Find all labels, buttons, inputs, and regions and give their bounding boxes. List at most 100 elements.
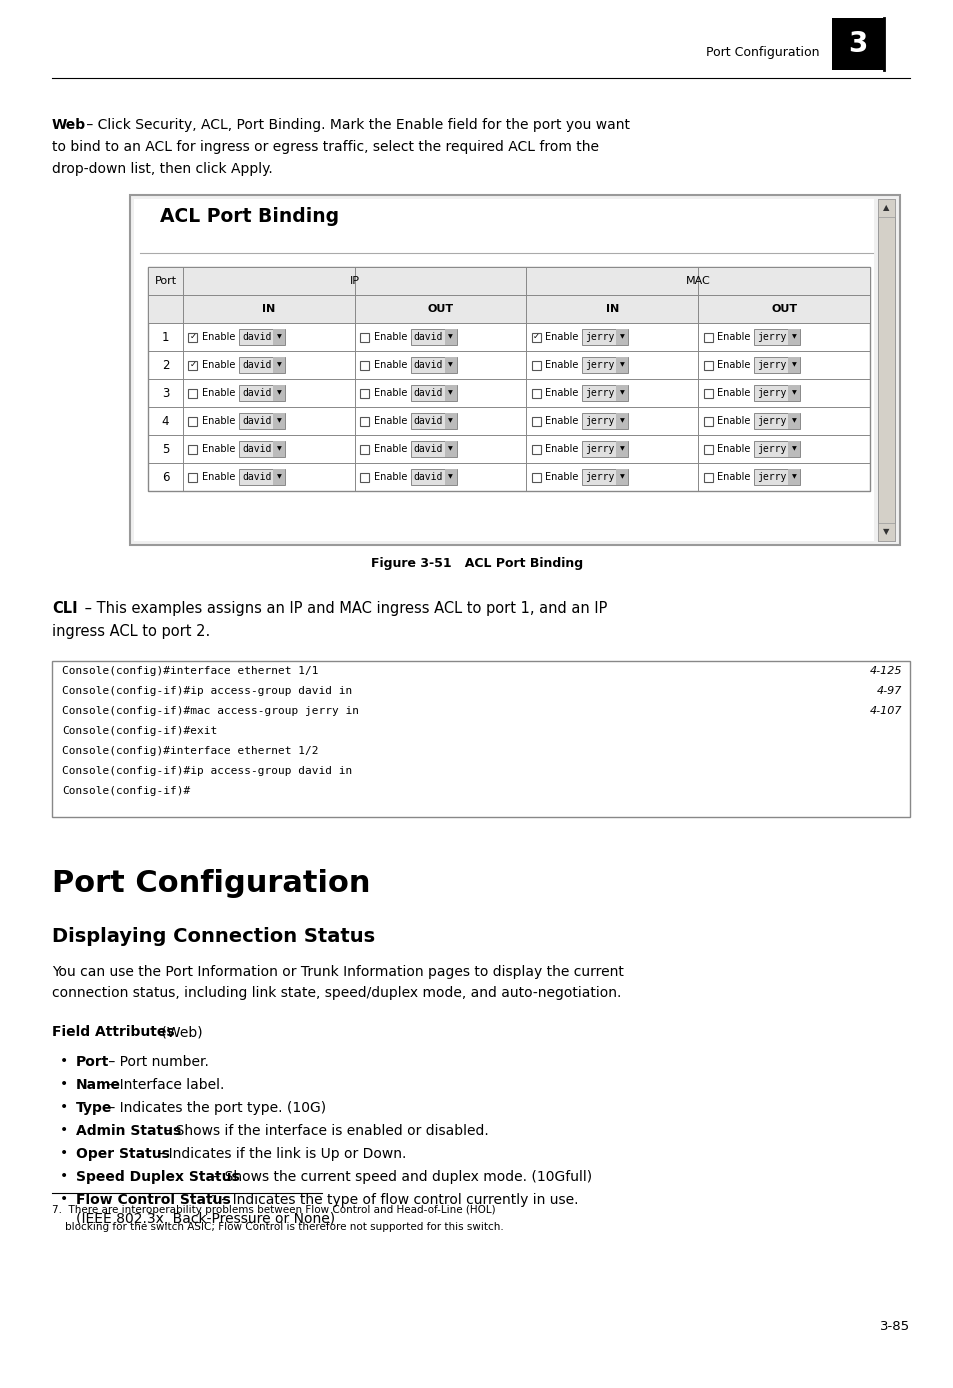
FancyBboxPatch shape xyxy=(360,444,369,454)
FancyBboxPatch shape xyxy=(787,469,800,484)
Text: ▼: ▼ xyxy=(448,447,453,451)
Text: – Shows if the interface is enabled or disabled.: – Shows if the interface is enabled or d… xyxy=(160,1124,488,1138)
Text: 2: 2 xyxy=(162,358,169,372)
FancyBboxPatch shape xyxy=(273,441,285,457)
Text: Enable: Enable xyxy=(545,389,578,398)
FancyBboxPatch shape xyxy=(877,198,894,217)
Text: 1: 1 xyxy=(162,330,169,343)
Text: david: david xyxy=(414,416,442,426)
Text: – Port number.: – Port number. xyxy=(104,1055,209,1069)
FancyBboxPatch shape xyxy=(616,441,628,457)
Text: ▼: ▼ xyxy=(276,447,281,451)
FancyBboxPatch shape xyxy=(582,469,628,484)
Text: jerry: jerry xyxy=(757,359,786,371)
Text: Port Configuration: Port Configuration xyxy=(706,46,820,58)
Text: You can use the Port Information or Trunk Information pages to display the curre: You can use the Port Information or Trun… xyxy=(52,965,623,979)
Text: OUT: OUT xyxy=(427,304,454,314)
Text: jerry: jerry xyxy=(585,416,615,426)
Text: jerry: jerry xyxy=(757,332,786,341)
FancyBboxPatch shape xyxy=(360,389,369,397)
FancyBboxPatch shape xyxy=(52,661,909,818)
FancyBboxPatch shape xyxy=(411,414,456,429)
FancyBboxPatch shape xyxy=(532,361,540,369)
Text: – Indicates the type of flow control currently in use.: – Indicates the type of flow control cur… xyxy=(216,1194,578,1208)
FancyBboxPatch shape xyxy=(148,296,869,323)
FancyBboxPatch shape xyxy=(616,469,628,484)
FancyBboxPatch shape xyxy=(787,329,800,346)
Text: •: • xyxy=(60,1123,68,1137)
Text: •: • xyxy=(60,1101,68,1115)
Text: Enable: Enable xyxy=(202,472,235,482)
FancyBboxPatch shape xyxy=(411,329,456,346)
FancyBboxPatch shape xyxy=(444,384,456,401)
FancyBboxPatch shape xyxy=(239,357,285,373)
Text: •: • xyxy=(60,1146,68,1160)
FancyBboxPatch shape xyxy=(411,469,456,484)
Text: – Indicates if the link is Up or Down.: – Indicates if the link is Up or Down. xyxy=(152,1146,406,1160)
FancyBboxPatch shape xyxy=(582,357,628,373)
FancyBboxPatch shape xyxy=(360,361,369,369)
FancyBboxPatch shape xyxy=(754,414,800,429)
FancyBboxPatch shape xyxy=(616,384,628,401)
Text: •: • xyxy=(60,1192,68,1206)
Text: Console(config-if)#exit: Console(config-if)#exit xyxy=(62,726,217,736)
Text: jerry: jerry xyxy=(585,389,615,398)
FancyBboxPatch shape xyxy=(703,444,712,454)
Text: Console(config)#interface ethernet 1/1: Console(config)#interface ethernet 1/1 xyxy=(62,666,318,676)
Text: jerry: jerry xyxy=(757,472,786,482)
Text: david: david xyxy=(414,389,442,398)
Text: 5: 5 xyxy=(162,443,169,455)
Text: Admin Status: Admin Status xyxy=(76,1124,181,1138)
Text: ingress ACL to port 2.: ingress ACL to port 2. xyxy=(52,625,210,638)
Text: Enable: Enable xyxy=(717,472,750,482)
Text: Enable: Enable xyxy=(202,359,235,371)
Text: 4-97: 4-97 xyxy=(876,686,901,695)
FancyBboxPatch shape xyxy=(616,414,628,429)
FancyBboxPatch shape xyxy=(703,389,712,397)
FancyBboxPatch shape xyxy=(273,414,285,429)
Text: Enable: Enable xyxy=(202,332,235,341)
FancyBboxPatch shape xyxy=(444,329,456,346)
Text: jerry: jerry xyxy=(757,416,786,426)
Text: ▼: ▼ xyxy=(276,362,281,368)
FancyBboxPatch shape xyxy=(130,194,899,545)
FancyBboxPatch shape xyxy=(273,357,285,373)
FancyBboxPatch shape xyxy=(582,329,628,346)
Text: Enable: Enable xyxy=(374,359,407,371)
FancyBboxPatch shape xyxy=(133,198,873,541)
Text: david: david xyxy=(242,416,271,426)
Text: david: david xyxy=(242,332,271,341)
Text: ▼: ▼ xyxy=(448,362,453,368)
FancyBboxPatch shape xyxy=(411,357,456,373)
FancyBboxPatch shape xyxy=(239,414,285,429)
FancyBboxPatch shape xyxy=(444,414,456,429)
FancyBboxPatch shape xyxy=(444,469,456,484)
FancyBboxPatch shape xyxy=(273,384,285,401)
Text: Displaying Connection Status: Displaying Connection Status xyxy=(52,927,375,947)
Text: Enable: Enable xyxy=(717,359,750,371)
Text: ▼: ▼ xyxy=(276,390,281,396)
FancyBboxPatch shape xyxy=(877,198,894,541)
FancyBboxPatch shape xyxy=(616,357,628,373)
Text: Enable: Enable xyxy=(202,416,235,426)
FancyBboxPatch shape xyxy=(239,469,285,484)
Text: jerry: jerry xyxy=(757,444,786,454)
Text: •: • xyxy=(60,1077,68,1091)
Text: – Indicates the port type. (10G): – Indicates the port type. (10G) xyxy=(104,1101,326,1115)
Text: IP: IP xyxy=(350,276,359,286)
Text: drop-down list, then click Apply.: drop-down list, then click Apply. xyxy=(52,162,273,176)
FancyBboxPatch shape xyxy=(148,266,869,491)
Text: Console(config-if)#ip access-group david in: Console(config-if)#ip access-group david… xyxy=(62,766,352,776)
FancyBboxPatch shape xyxy=(411,441,456,457)
Text: ▼: ▼ xyxy=(619,447,624,451)
Text: – This examples assigns an IP and MAC ingress ACL to port 1, and an IP: – This examples assigns an IP and MAC in… xyxy=(80,601,607,616)
Text: ▼: ▼ xyxy=(619,335,624,340)
Text: Type: Type xyxy=(76,1101,112,1115)
FancyBboxPatch shape xyxy=(189,361,197,369)
Text: david: david xyxy=(242,444,271,454)
FancyBboxPatch shape xyxy=(189,389,197,397)
Text: Enable: Enable xyxy=(374,389,407,398)
Text: 7: 7 xyxy=(210,1195,215,1203)
Text: ▼: ▼ xyxy=(791,447,796,451)
FancyBboxPatch shape xyxy=(239,384,285,401)
